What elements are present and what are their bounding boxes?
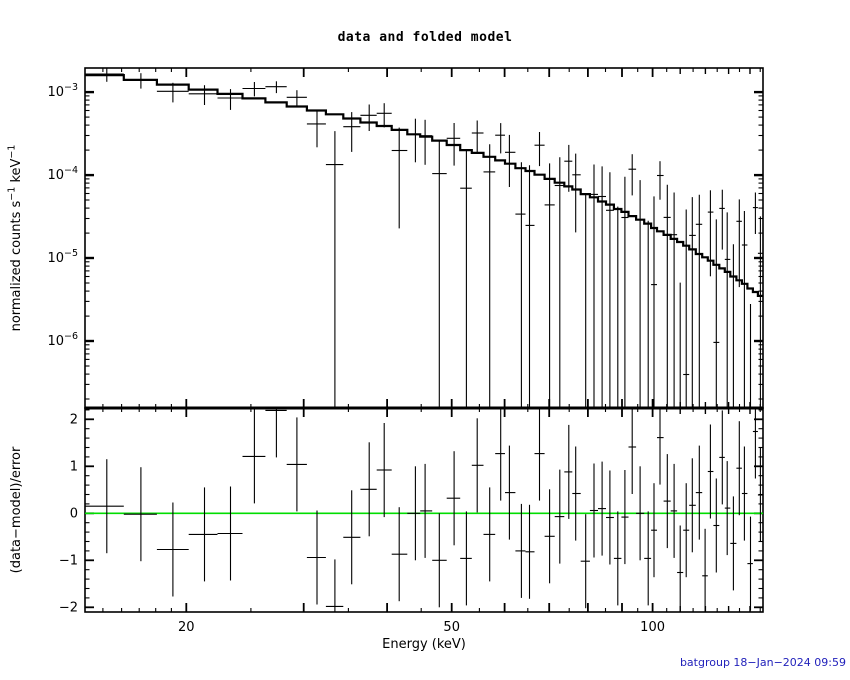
spectrum-data-points [85, 68, 763, 408]
svg-text:10−4: 10−4 [47, 165, 78, 183]
residual-points [85, 408, 763, 612]
tick-labels: 10−3 10−4 10−5 10−6 2 1 0 −1 −2 20 50 100 [47, 82, 665, 635]
x-axis-label: Energy (keV) [382, 637, 466, 652]
svg-text:0: 0 [70, 506, 78, 521]
axis-labels: Energy (keV) normalized counts s−1 keV−1 (… [7, 145, 466, 652]
svg-text:10−5: 10−5 [47, 248, 78, 266]
timestamp-label: batgroup 18−Jan−2024 09:59 [679, 656, 846, 669]
y-axis-label-counts: normalized counts s−1 keV−1 [7, 145, 25, 332]
model-histogram [85, 74, 763, 297]
svg-text:50: 50 [443, 620, 460, 635]
svg-text:20: 20 [178, 620, 195, 635]
panel-frames [84, 67, 764, 613]
svg-text:10−6: 10−6 [47, 331, 78, 349]
svg-text:−2: −2 [59, 600, 78, 615]
svg-text:1: 1 [70, 459, 78, 474]
y-axis-label-residuals: (data−model)/error [9, 446, 24, 573]
svg-text:100: 100 [640, 620, 665, 635]
svg-text:2: 2 [70, 412, 78, 427]
axis-ticks [85, 68, 763, 612]
svg-text:−1: −1 [59, 553, 78, 568]
plot-title: data and folded model [337, 30, 513, 45]
svg-text:10−3: 10−3 [47, 82, 78, 100]
